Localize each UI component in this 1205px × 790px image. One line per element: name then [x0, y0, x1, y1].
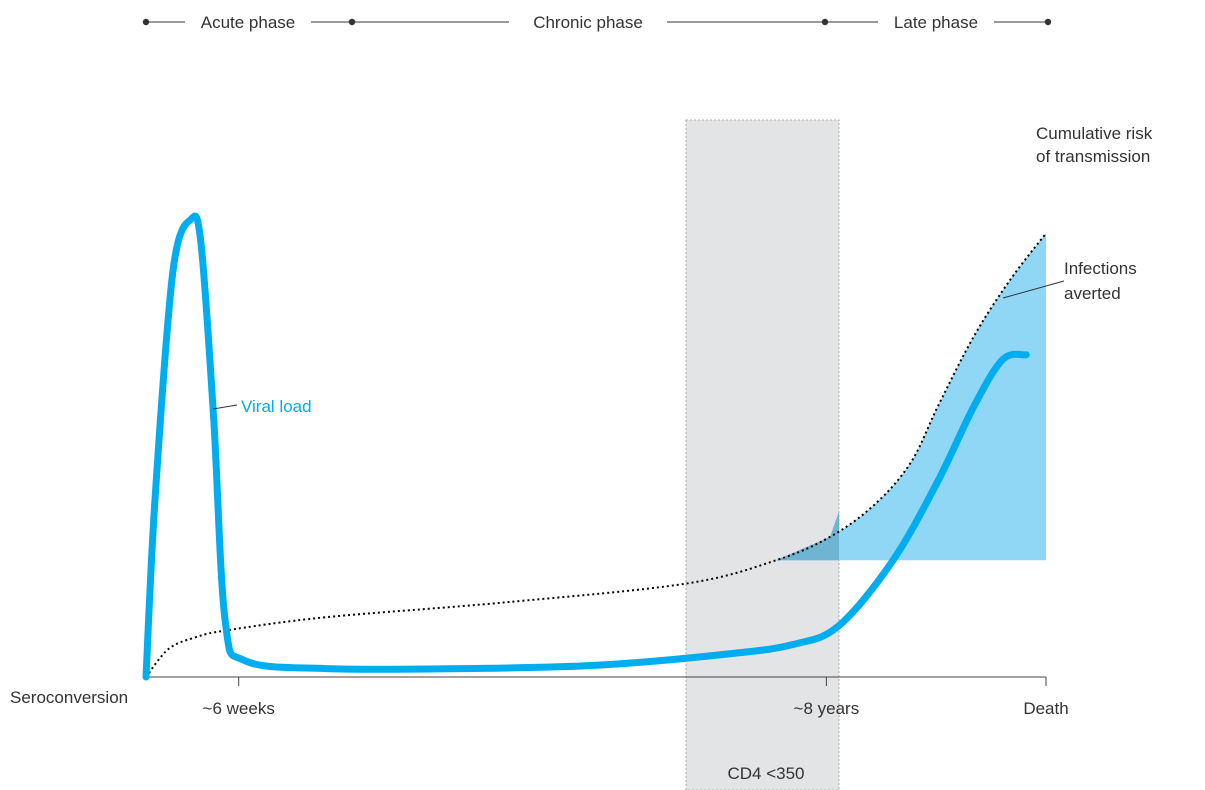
cd4-band-label: CD4 <350	[727, 764, 804, 783]
series-cumulative-risk-line	[145, 232, 1047, 678]
infections-averted-area	[772, 233, 1046, 562]
phase-timeline	[142, 18, 1052, 26]
phase-label: Acute phase	[201, 13, 296, 32]
phase-label: Late phase	[894, 13, 978, 32]
cd4-band	[685, 119, 840, 790]
viral-load-label: Viral load	[241, 397, 312, 416]
x-tick-label: ~6 weeks	[203, 699, 275, 718]
x-tick-label: Seroconversion	[10, 688, 128, 707]
infections-averted-leader	[1002, 280, 1065, 299]
cumulative-risk-label-line1: Cumulative risk	[1036, 124, 1153, 143]
x-axis-ticks	[238, 677, 1047, 686]
x-tick-label: Death	[1023, 699, 1068, 718]
viral-load-leader	[212, 404, 238, 410]
series-viral-load-line	[142, 212, 1030, 681]
phase-label: Chronic phase	[533, 13, 643, 32]
infections-averted-band-overlap	[772, 511, 839, 562]
x-axis-tick-labels: Seroconversion ~6 weeks ~8 years Death	[10, 688, 1069, 718]
infections-averted-label-line2: averted	[1064, 284, 1121, 303]
x-tick-label: ~8 years	[794, 699, 860, 718]
infections-averted-label-line1: Infections	[1064, 259, 1137, 278]
phase-labels: Acute phase Chronic phase Late phase	[201, 13, 978, 32]
cumulative-risk-label-line2: of transmission	[1036, 147, 1150, 166]
